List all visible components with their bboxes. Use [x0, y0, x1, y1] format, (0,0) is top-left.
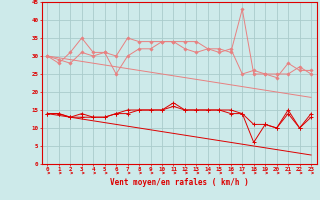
X-axis label: Vent moyen/en rafales ( km/h ): Vent moyen/en rafales ( km/h ) [110, 178, 249, 187]
